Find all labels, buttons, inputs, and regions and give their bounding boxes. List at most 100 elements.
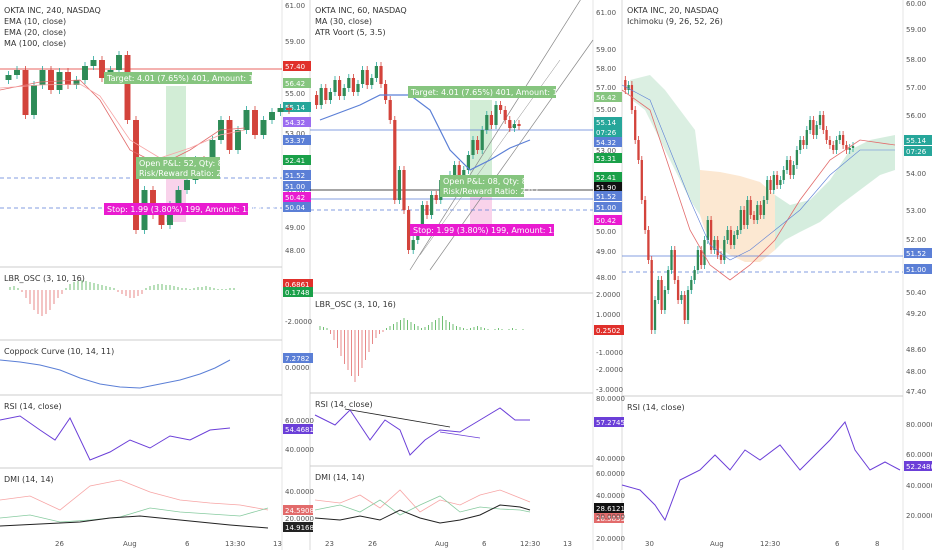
stop-label-box [410, 224, 554, 236]
indicator-tag [904, 461, 932, 471]
price-tag-label: 51.00 [906, 266, 926, 274]
price-tick-label: 52.00 [906, 236, 926, 244]
price-tick-label: 58.00 [906, 56, 926, 64]
candle [471, 140, 475, 155]
candle [845, 145, 848, 150]
indicator-tick-label: 40.0000 [285, 446, 314, 454]
price-tag-label: 07:26 [906, 148, 927, 156]
candle [739, 210, 742, 230]
ichimoku-cloud-bull [630, 75, 700, 215]
target-label: Target: 4.01 (7.65%) 401, Amount: 16320.… [106, 74, 282, 83]
price-tag [594, 191, 622, 201]
price-tag [594, 215, 622, 225]
dmi-minus-line [0, 479, 269, 511]
price-tag [283, 117, 311, 127]
indicator-tag [283, 279, 313, 289]
candle [466, 155, 471, 170]
candle [670, 250, 673, 270]
indicator-tick-label: 20.0000 [596, 535, 625, 543]
panel-2-title: OKTA INC, 60, NASDAQ [315, 6, 407, 15]
indicator-tick-label: 2.0000 [596, 291, 621, 299]
indicator-tag [594, 503, 624, 513]
candle [653, 300, 657, 330]
indicator-tag-label: 0.2502 [596, 327, 621, 335]
price-tick-label: 49.00 [596, 248, 616, 256]
panel-3-sub1-title: RSI (14, close) [627, 403, 685, 412]
candle [660, 280, 663, 310]
candle [252, 110, 258, 135]
candle [680, 295, 683, 300]
indicator-tick-label: 1.0000 [596, 311, 621, 319]
panel-1-indicator: EMA (20, close) [4, 28, 66, 37]
candle [815, 125, 818, 135]
candle [828, 140, 832, 145]
indicator-tag [283, 505, 313, 515]
candle [512, 124, 517, 128]
panel-3-title: OKTA INC, 20, NASDAQ [627, 6, 719, 15]
risk-reward-label: Risk/Reward Ratio: 2.02 [443, 187, 538, 196]
indicator-tag [283, 287, 313, 297]
price-tag-label: 56.42 [285, 80, 305, 88]
panel-2-indicator: ATR Voort (5, 3.5) [315, 28, 386, 37]
candle [90, 60, 97, 66]
candle [314, 95, 319, 105]
price-tick-label: 60.00 [906, 0, 926, 8]
candle [785, 160, 789, 170]
price-tick-label: 56.00 [906, 112, 926, 120]
candle [756, 205, 759, 220]
candle [22, 70, 29, 115]
indicator-tag-label: 18.5839 [596, 515, 625, 523]
price-tick-label: 48.60 [906, 346, 926, 354]
price-tag [283, 135, 311, 145]
candle [494, 105, 498, 125]
time-tick-label: 26 [55, 540, 64, 548]
rsi-line [621, 421, 901, 522]
indicator-tick-label: -1.0000 [596, 349, 623, 357]
candle [333, 80, 337, 92]
price-tag-label: 52.41 [596, 174, 616, 182]
dmi-plus-line [0, 507, 269, 523]
stop-label: Stop: 1.99 (3.80%) 199, Amount: 15840.8 [107, 205, 275, 214]
ichimoku-cloud-bear [700, 170, 775, 262]
candle [742, 210, 746, 225]
candle [792, 165, 795, 175]
price-tick-label: 48.00 [285, 247, 305, 255]
candle [647, 230, 650, 260]
indicator-tick-label: -2.0000 [285, 318, 312, 326]
time-tick-label: 6 [185, 540, 190, 548]
price-tag [283, 102, 311, 112]
price-tag-label: 56.42 [596, 94, 616, 102]
price-tick-label: 53.00 [285, 130, 305, 138]
panel-2-sub1-title: LBR_OSC (3, 10, 16) [315, 300, 396, 309]
candle [802, 140, 805, 145]
time-tick-label: 8 [875, 540, 879, 548]
indicator-tag [594, 417, 624, 427]
position-label-box [440, 175, 524, 197]
candle [726, 230, 729, 240]
candle [374, 66, 379, 78]
candle [657, 280, 660, 300]
target-label-box [408, 86, 556, 98]
candle [634, 110, 637, 140]
candle [663, 290, 667, 310]
indicator-tag [594, 325, 624, 335]
candle [158, 215, 165, 225]
price-tag [283, 170, 311, 180]
candle [746, 200, 749, 225]
price-tag [594, 153, 622, 163]
ma-line [319, 94, 531, 171]
candle [397, 170, 402, 200]
candle [832, 145, 835, 150]
price-tag-label: 54.32 [285, 119, 305, 127]
price-tick-label: 55.00 [596, 106, 616, 114]
candle [716, 240, 719, 255]
price-tag [283, 202, 311, 212]
candle [762, 200, 766, 215]
indicator-tag-label: 52.2480 [906, 463, 932, 471]
candle [825, 130, 828, 140]
price-tick-label: 61.00 [596, 9, 616, 17]
indicator-tick-label: 20.0000 [596, 513, 625, 521]
candle [713, 240, 716, 250]
target-label: Target: 4.01 (7.65%) 401, Amount: 16320.… [410, 88, 586, 97]
rsi-line [314, 407, 530, 456]
